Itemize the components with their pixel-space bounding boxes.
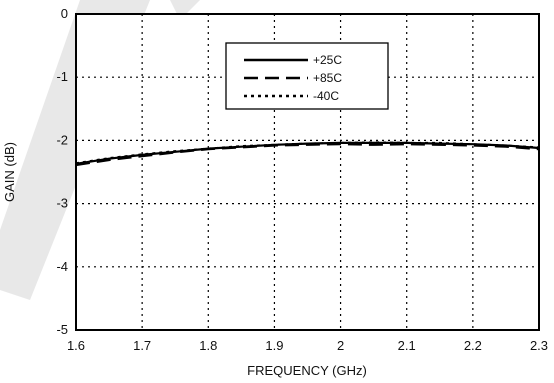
legend-items: +25C +85C -40C [244, 53, 342, 103]
y-tick-label: -4 [56, 259, 68, 274]
legend-label: -40C [313, 89, 339, 103]
y-tick-label: -3 [56, 196, 68, 211]
x-axis-tick-labels: 1.6 1.7 1.8 1.9 2 2.1 2.2 2.3 [67, 338, 548, 353]
x-tick-label: 2 [337, 338, 344, 353]
x-tick-label: 1.7 [133, 338, 151, 353]
legend-label: +25C [313, 53, 342, 67]
y-tick-label: -2 [56, 132, 68, 147]
grid-lines [76, 14, 539, 330]
y-tick-label: 0 [61, 6, 68, 21]
series-line-dashed [75, 143, 540, 167]
series-line-dotted [75, 141, 540, 165]
y-tick-label: -5 [56, 322, 68, 337]
x-tick-label: 1.8 [199, 338, 217, 353]
legend-box [225, 42, 389, 110]
plot-frame [75, 13, 540, 331]
legend: +25C +85C -40C [225, 42, 389, 110]
x-tick-label: 1.9 [265, 338, 283, 353]
x-tick-label: 2.1 [398, 338, 416, 353]
series-lines [75, 141, 540, 167]
legend-label: +85C [313, 71, 342, 85]
x-tick-label: 2.2 [464, 338, 482, 353]
x-tick-label: 1.6 [67, 338, 85, 353]
y-axis-title: GAIN (dB) [2, 142, 17, 202]
y-tick-label: -1 [56, 69, 68, 84]
x-axis-title: FREQUENCY (GHz) [247, 363, 367, 378]
y-axis-tick-labels: 0 -1 -2 -3 -4 -5 [56, 6, 68, 337]
x-tick-label: 2.3 [530, 338, 548, 353]
